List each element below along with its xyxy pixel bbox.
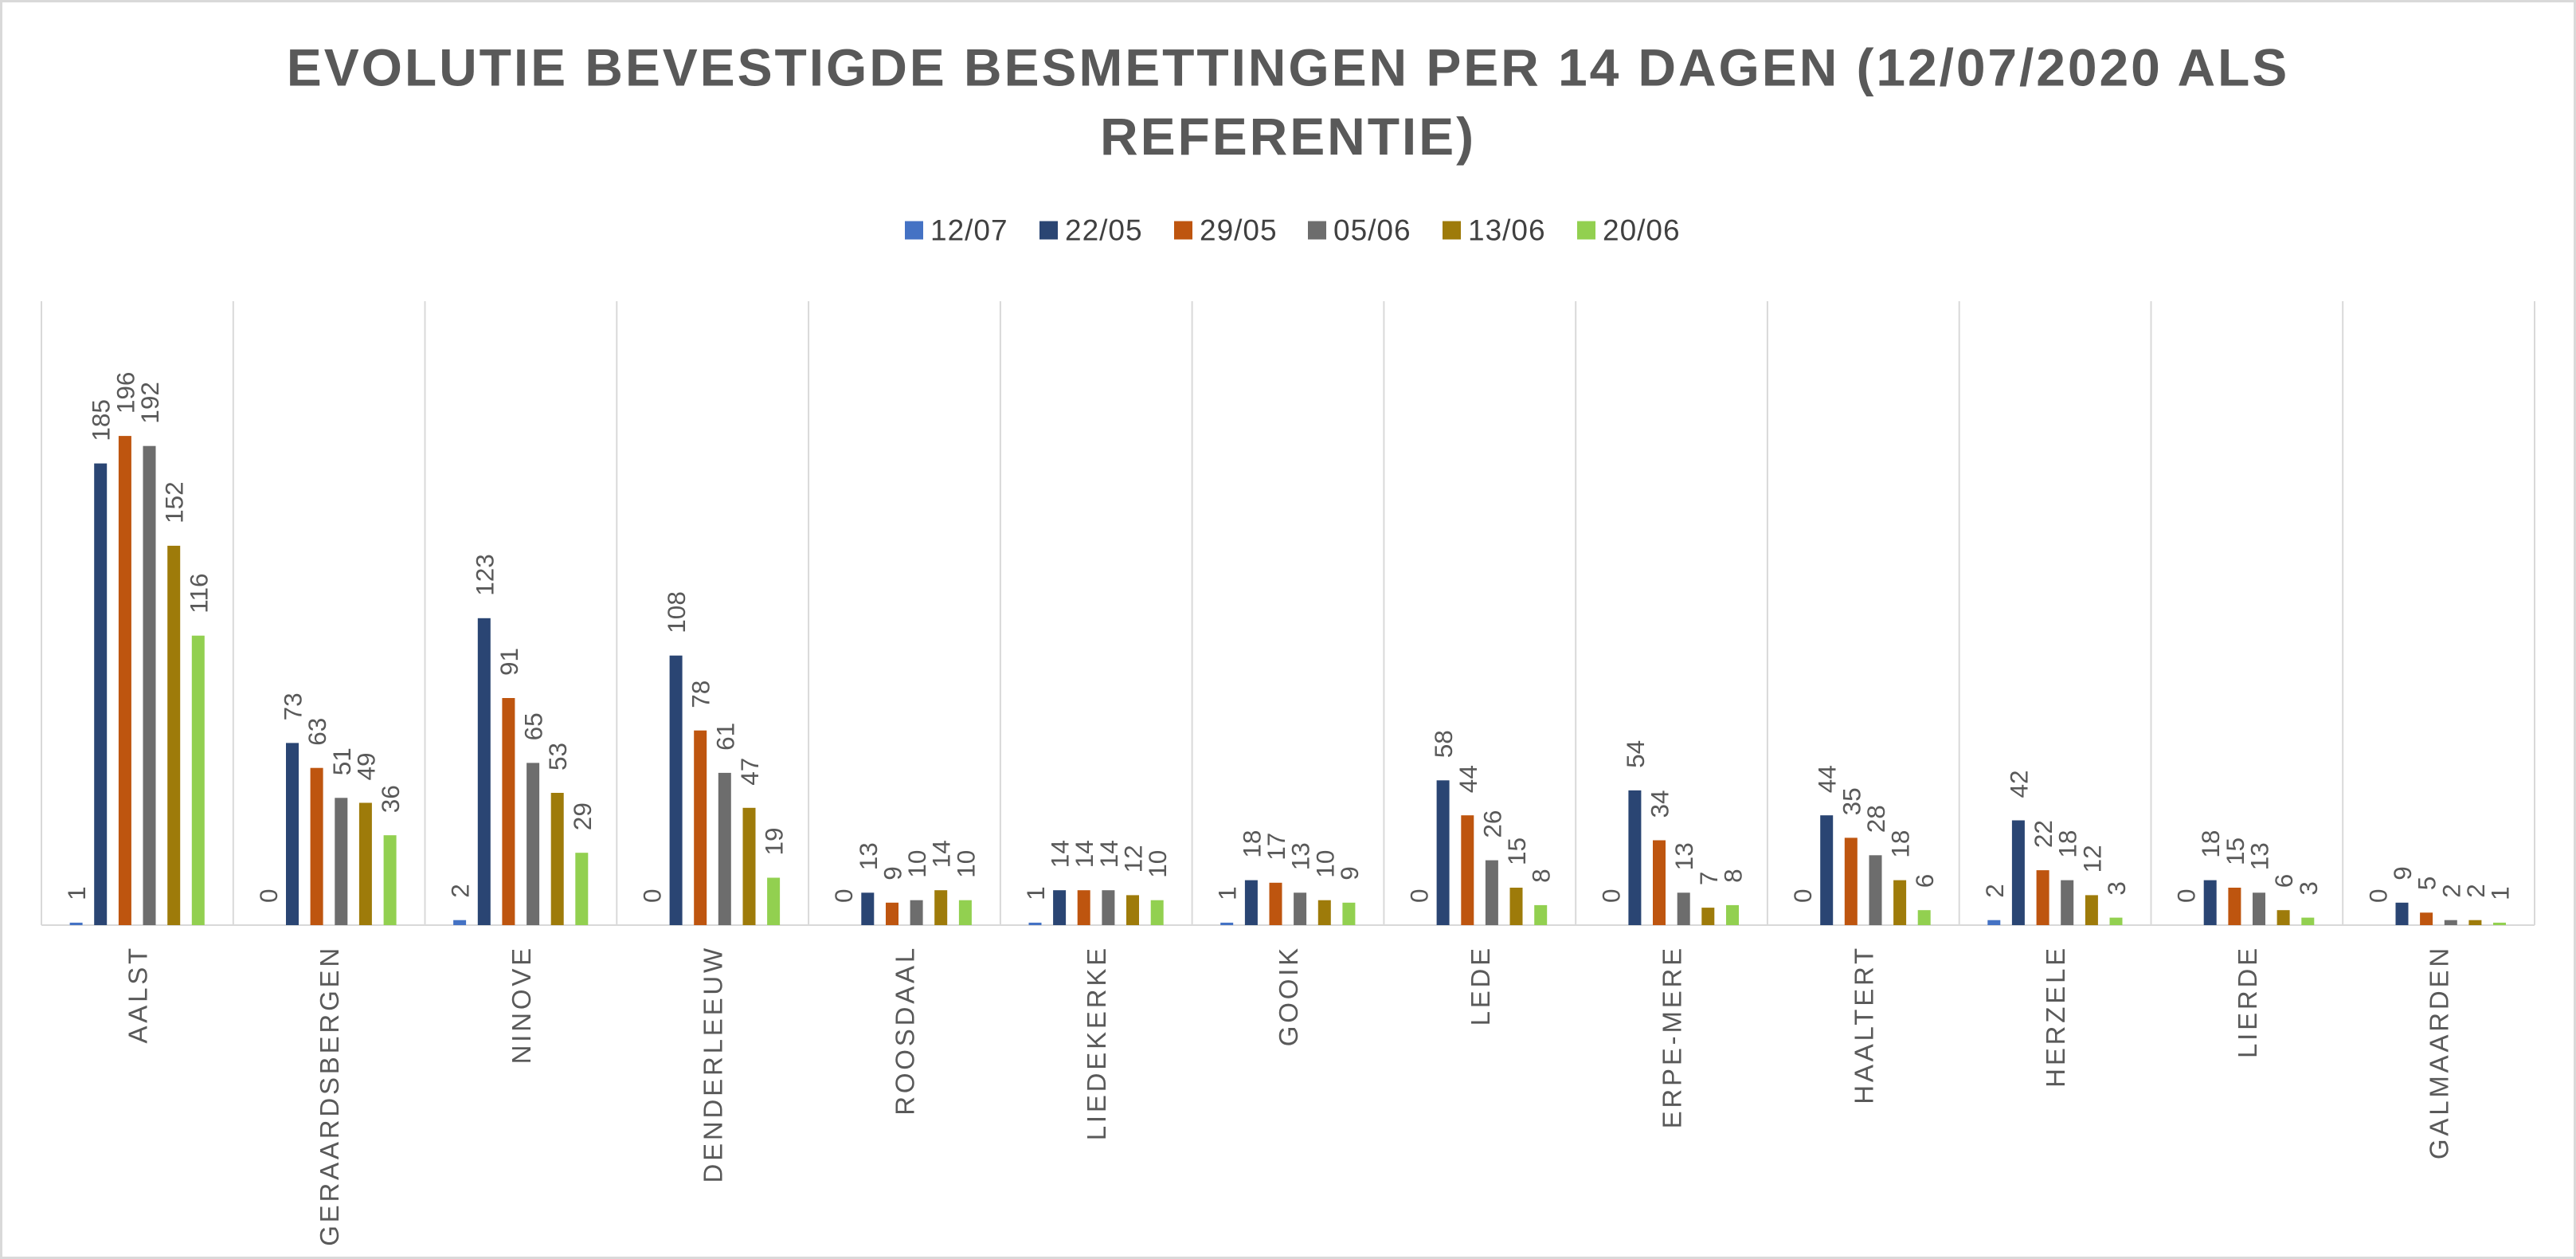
svg-text:0: 0 [829,888,858,903]
svg-text:0: 0 [2363,888,2392,903]
svg-text:20/06: 20/06 [1603,214,1681,247]
svg-text:10: 10 [902,850,931,878]
svg-text:58: 58 [1429,730,1458,758]
svg-text:0: 0 [254,888,283,903]
svg-text:9: 9 [1335,866,1364,881]
svg-text:61: 61 [711,723,739,751]
svg-text:HAALTERT: HAALTERT [1849,945,1878,1104]
svg-text:18: 18 [2196,830,2225,858]
svg-text:47: 47 [735,758,764,786]
svg-text:185: 185 [87,399,115,441]
svg-text:49: 49 [351,752,380,780]
svg-text:AALST: AALST [123,945,152,1044]
svg-text:28: 28 [1862,805,1890,833]
svg-text:0: 0 [1596,888,1625,903]
svg-text:18: 18 [2053,830,2082,858]
svg-text:29: 29 [568,802,597,830]
svg-text:LEDE: LEDE [1466,945,1495,1026]
svg-text:14: 14 [1070,840,1098,868]
svg-text:51: 51 [327,747,356,775]
svg-text:6: 6 [1910,874,1939,888]
svg-text:10: 10 [951,850,980,878]
svg-text:1: 1 [62,886,91,900]
svg-text:8: 8 [1719,869,1748,883]
svg-text:152: 152 [160,481,189,524]
svg-text:18: 18 [1886,830,1915,858]
svg-text:3: 3 [2294,881,2323,896]
svg-text:ROOSDAAL: ROOSDAAL [891,945,920,1116]
svg-text:78: 78 [687,680,715,708]
svg-text:18: 18 [1237,830,1266,858]
svg-text:LIERDE: LIERDE [2233,945,2262,1058]
svg-text:0: 0 [1788,888,1817,903]
svg-text:HERZELE: HERZELE [2041,945,2070,1088]
svg-text:2: 2 [2437,884,2465,898]
svg-text:65: 65 [519,712,548,740]
svg-text:116: 116 [184,573,213,613]
svg-text:35: 35 [1837,787,1865,815]
svg-text:05/06: 05/06 [1333,214,1411,247]
svg-text:44: 44 [1813,765,1842,793]
svg-text:13: 13 [1670,842,1698,870]
svg-text:GOOIK: GOOIK [1274,945,1303,1046]
svg-text:7: 7 [1694,872,1723,886]
svg-text:12: 12 [1119,845,1148,873]
svg-text:12: 12 [2077,845,2106,873]
svg-text:0: 0 [1405,888,1434,903]
svg-text:13: 13 [854,842,883,870]
svg-text:0: 0 [637,888,666,903]
svg-text:14: 14 [1094,840,1123,868]
svg-text:2: 2 [446,884,475,898]
svg-text:NINOVE: NINOVE [507,945,536,1064]
svg-text:63: 63 [303,718,331,746]
svg-text:GALMAARDEN: GALMAARDEN [2425,945,2454,1159]
svg-text:1: 1 [1021,886,1050,900]
svg-text:54: 54 [1621,740,1650,768]
svg-text:GERAARDSBERGEN: GERAARDSBERGEN [315,945,344,1246]
svg-text:2: 2 [2461,884,2490,898]
svg-text:2: 2 [1980,884,2009,898]
svg-text:192: 192 [135,382,164,424]
svg-text:5: 5 [2413,877,2441,891]
svg-text:22/05: 22/05 [1065,214,1143,247]
svg-text:196: 196 [111,372,139,414]
svg-text:42: 42 [2004,770,2033,798]
svg-text:36: 36 [376,785,405,813]
svg-text:9: 9 [879,866,907,881]
svg-text:10: 10 [1143,850,1172,878]
svg-text:14: 14 [1046,840,1075,868]
svg-text:14: 14 [927,840,956,868]
svg-text:22: 22 [2029,820,2057,848]
svg-text:REFERENTIE): REFERENTIE) [1100,107,1476,166]
svg-text:3: 3 [2102,881,2131,896]
svg-text:15: 15 [1502,837,1531,865]
svg-text:91: 91 [495,648,523,676]
svg-text:53: 53 [543,743,572,771]
svg-text:108: 108 [662,591,691,633]
svg-text:34: 34 [1646,790,1674,818]
svg-text:15: 15 [2221,837,2249,865]
svg-text:17: 17 [1262,833,1290,861]
svg-text:73: 73 [279,692,307,720]
svg-text:DENDERLEEUW: DENDERLEEUW [699,945,728,1183]
svg-text:EVOLUTIE BEVESTIGDE BESMETTING: EVOLUTIE BEVESTIGDE BESMETTINGEN PER 14 … [287,38,2289,97]
svg-text:9: 9 [2388,866,2417,881]
svg-text:0: 0 [2172,888,2201,903]
svg-text:LIEDEKERKE: LIEDEKERKE [1082,945,1111,1140]
svg-text:19: 19 [760,827,789,855]
svg-text:12/07: 12/07 [930,214,1008,247]
svg-text:123: 123 [470,554,499,596]
svg-text:44: 44 [1454,765,1482,793]
svg-text:29/05: 29/05 [1200,214,1278,247]
svg-text:13/06: 13/06 [1468,214,1546,247]
svg-text:6: 6 [2269,874,2298,888]
svg-text:13: 13 [2245,842,2274,870]
svg-text:26: 26 [1478,810,1506,838]
svg-text:1: 1 [2486,886,2515,900]
svg-text:1: 1 [1213,886,1242,900]
svg-text:ERPE-MERE: ERPE-MERE [1658,945,1687,1128]
svg-text:13: 13 [1286,842,1315,870]
svg-text:8: 8 [1527,869,1556,883]
svg-text:10: 10 [1310,850,1339,878]
